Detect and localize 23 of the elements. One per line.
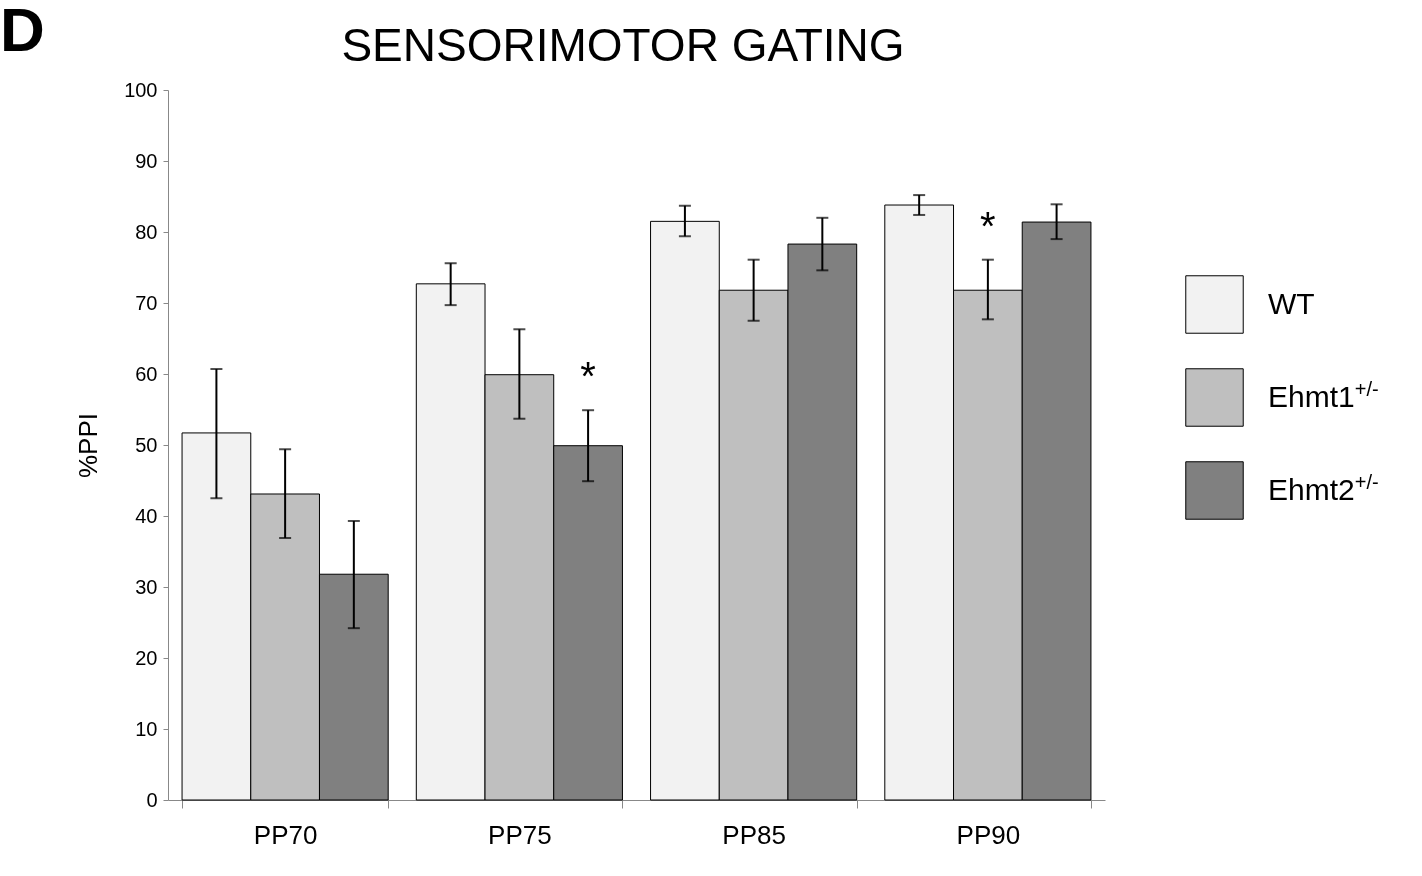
y-tick-label: 40 (135, 504, 158, 527)
y-tick-label: 80 (135, 220, 158, 243)
annotation: * (580, 354, 596, 399)
x-tick-label: PP75 (488, 819, 552, 850)
y-tick-label: 10 (135, 717, 158, 740)
y-tick-label: 0 (146, 788, 158, 811)
y-tick-label: 100 (124, 78, 158, 101)
y-tick-label: 70 (135, 291, 158, 314)
x-tick-label: PP70 (253, 819, 318, 850)
legend-label: WT (1268, 286, 1315, 320)
y-tick-label: 30 (135, 575, 158, 598)
chart-title: SENSORIMOTOR GATING (341, 19, 905, 71)
legend-label: Ehmt2$^{+/-}$ (1268, 470, 1379, 506)
y-tick-label: 60 (135, 362, 158, 385)
annotation: * (980, 203, 996, 248)
x-tick-label: PP85 (722, 819, 786, 850)
text: D (0, 0, 45, 64)
y-tick-label: 50 (135, 433, 158, 456)
y-tick-label: 90 (135, 149, 158, 172)
x-tick-label: PP90 (956, 819, 1021, 850)
y-tick-label: 20 (135, 646, 158, 669)
y-axis-title: %PPI (73, 412, 104, 479)
legend-label: Ehmt1$^{+/-}$ (1268, 377, 1379, 413)
